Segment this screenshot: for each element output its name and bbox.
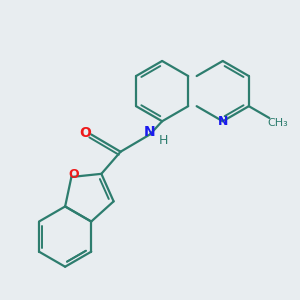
Text: O: O: [68, 168, 79, 182]
Text: O: O: [79, 126, 91, 140]
Text: N: N: [218, 115, 228, 128]
Text: N: N: [144, 125, 156, 139]
Text: CH₃: CH₃: [267, 118, 288, 128]
Text: H: H: [158, 134, 168, 147]
